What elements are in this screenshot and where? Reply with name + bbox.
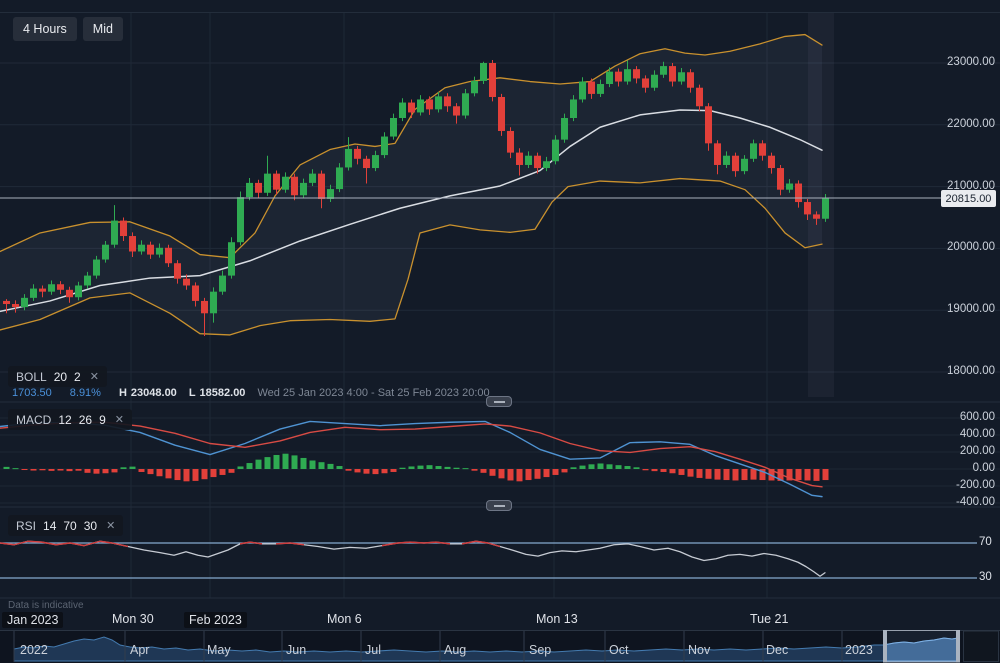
boll-band-width: 1703.50 bbox=[12, 387, 52, 399]
price-axis-label: 22000.00 bbox=[947, 118, 995, 130]
high-value: 23048.00 bbox=[130, 387, 177, 399]
macd-panel-resize-handle[interactable] bbox=[486, 396, 512, 407]
price-axis-label: 21000.00 bbox=[947, 180, 995, 192]
minimap-label: Sep bbox=[529, 643, 552, 657]
minimap-label: Apr bbox=[130, 643, 150, 657]
rsi-param-upper: 70 bbox=[63, 518, 77, 533]
price-axis-label: 20000.00 bbox=[947, 241, 995, 253]
date-range: Wed 25 Jan 2023 4:00 - Sat 25 Feb 2023 2… bbox=[257, 387, 490, 399]
rsi-panel-resize-handle[interactable] bbox=[486, 500, 512, 511]
time-axis-label: Mon 6 bbox=[327, 612, 362, 626]
minimap-label: 2022 bbox=[20, 643, 48, 657]
minimap-label: Aug bbox=[444, 643, 467, 657]
macd-axis-label: 0.00 bbox=[972, 462, 995, 474]
macd-param-signal: 9 bbox=[99, 412, 106, 427]
rsi-indicator-chip[interactable]: RSI 14 70 30 ✕ bbox=[8, 515, 124, 536]
data-indicative-note: Data is indicative bbox=[8, 600, 84, 611]
minimap-label: Jul bbox=[365, 643, 381, 657]
low-label: L bbox=[188, 387, 196, 399]
macd-param-fast: 12 bbox=[58, 412, 72, 427]
current-price-tag: 20815.00 bbox=[941, 190, 996, 207]
boll-label: BOLL bbox=[16, 369, 47, 384]
rsi-upper-threshold-label: 70 bbox=[979, 536, 992, 548]
time-axis-label: Jan 2023 bbox=[2, 612, 64, 628]
rsi-param-lower: 30 bbox=[83, 518, 98, 533]
timeframe-button[interactable]: 4 Hours bbox=[13, 17, 77, 41]
macd-axis-label: -200.00 bbox=[955, 479, 995, 491]
minimap-label: 2023 bbox=[845, 643, 873, 657]
minimap-label: Oct bbox=[609, 643, 629, 657]
macd-param-slow: 26 bbox=[78, 412, 93, 427]
mid-price-button[interactable]: Mid bbox=[82, 17, 123, 41]
boll-values-row: 1703.50 8.91% H 23048.00 L 18582.00 Wed … bbox=[12, 387, 490, 399]
time-axis-label: Mon 13 bbox=[536, 612, 578, 626]
time-axis-label: Feb 2023 bbox=[184, 612, 247, 628]
time-axis-label: Tue 21 bbox=[750, 612, 789, 626]
rsi-lower-threshold-label: 30 bbox=[979, 571, 992, 583]
macd-indicator-chip[interactable]: MACD 12 26 9 ✕ bbox=[8, 409, 132, 430]
price-axis-label: 19000.00 bbox=[947, 303, 995, 315]
price-axis-label: 18000.00 bbox=[947, 365, 995, 377]
time-axis-label: Mon 30 bbox=[112, 612, 154, 626]
rsi-param-period: 14 bbox=[43, 518, 57, 533]
macd-close-icon[interactable]: ✕ bbox=[114, 414, 124, 426]
boll-percent: 8.91% bbox=[69, 387, 101, 399]
boll-param-dev: 2 bbox=[74, 369, 81, 384]
rsi-label: RSI bbox=[16, 518, 37, 533]
chart-header: 4 Hours Mid bbox=[13, 17, 123, 41]
minimap-label: Jun bbox=[286, 643, 307, 657]
minimap-label: Nov bbox=[688, 643, 711, 657]
macd-label: MACD bbox=[16, 412, 52, 427]
low-value: 18582.00 bbox=[199, 387, 246, 399]
rsi-close-icon[interactable]: ✕ bbox=[106, 520, 116, 532]
macd-axis-label: 200.00 bbox=[959, 445, 995, 457]
boll-indicator-chip[interactable]: BOLL 20 2 ✕ bbox=[8, 366, 107, 387]
minimap-label: May bbox=[207, 643, 231, 657]
boll-param-period: 20 bbox=[53, 369, 68, 384]
boll-close-icon[interactable]: ✕ bbox=[89, 371, 99, 383]
high-label: H bbox=[118, 387, 127, 399]
minimap-label: Dec bbox=[766, 643, 789, 657]
macd-axis-label: 400.00 bbox=[959, 428, 995, 440]
macd-axis-label: 600.00 bbox=[959, 411, 995, 423]
price-axis-label: 23000.00 bbox=[947, 56, 995, 68]
macd-axis-label: -400.00 bbox=[955, 496, 995, 508]
